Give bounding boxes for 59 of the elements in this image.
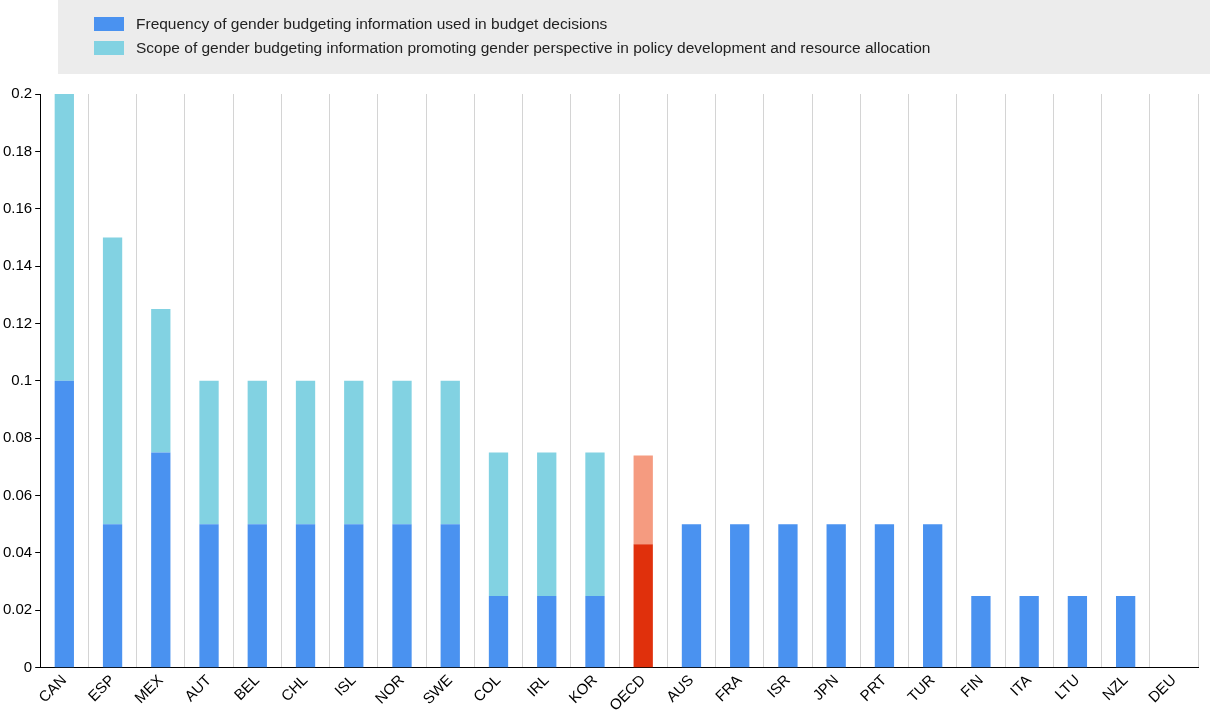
bar bbox=[633, 455, 653, 545]
bar bbox=[874, 524, 895, 668]
y-tick-label: 0.04 bbox=[2, 543, 33, 561]
y-tick-label: 0.08 bbox=[2, 428, 33, 446]
bar bbox=[199, 524, 219, 668]
legend-label: Frequency of gender budgeting information used in budget decisions bbox=[136, 15, 608, 33]
x-tick-label: TUR bbox=[903, 670, 938, 705]
bar bbox=[971, 595, 991, 668]
y-tick-label: 0.06 bbox=[2, 485, 33, 503]
x-tick-label: IRL bbox=[523, 671, 552, 700]
bar bbox=[826, 524, 846, 668]
x-tick-label: NZL bbox=[1098, 671, 1131, 704]
bar bbox=[440, 380, 460, 525]
x-tick-label: ISR bbox=[763, 670, 794, 701]
y-tick-label: 0.16 bbox=[2, 198, 33, 216]
bar bbox=[151, 309, 171, 453]
bar bbox=[54, 380, 74, 668]
bar bbox=[923, 524, 943, 668]
bar bbox=[633, 544, 653, 668]
bar bbox=[295, 524, 316, 668]
bar bbox=[102, 237, 123, 525]
bar bbox=[392, 524, 412, 668]
bar bbox=[537, 452, 557, 596]
bar bbox=[54, 94, 74, 381]
y-tick-label: 0.14 bbox=[2, 256, 33, 274]
x-tick-label: ISL bbox=[330, 671, 359, 699]
bar bbox=[247, 524, 267, 668]
bar bbox=[585, 595, 605, 668]
legend-label: Scope of gender budgeting information promoting gender perspective in policy development and resource allocation bbox=[136, 39, 931, 57]
x-tick-label: CHL bbox=[277, 671, 311, 705]
bar bbox=[247, 380, 267, 525]
bar bbox=[295, 380, 316, 525]
bar bbox=[488, 595, 509, 668]
bar bbox=[392, 380, 412, 525]
bar bbox=[344, 380, 364, 525]
x-tick-label: FIN bbox=[956, 671, 986, 701]
y-tick-label: 0.2 bbox=[11, 84, 33, 102]
bar bbox=[730, 524, 750, 668]
bar bbox=[1115, 595, 1136, 668]
x-tick-label: ITA bbox=[1006, 671, 1035, 699]
bar bbox=[681, 524, 702, 668]
y-tick-label: 0 bbox=[23, 657, 33, 675]
y-tick-label: 0.02 bbox=[2, 600, 33, 618]
bar bbox=[1067, 595, 1088, 668]
bar bbox=[344, 524, 364, 668]
bar bbox=[102, 524, 123, 668]
x-tick-label: COL bbox=[469, 671, 504, 705]
bar bbox=[585, 452, 605, 596]
bar bbox=[488, 452, 509, 596]
bar bbox=[1019, 595, 1039, 668]
y-tick-label: 0.12 bbox=[2, 313, 33, 331]
y-tick-label: 0.1 bbox=[11, 370, 33, 388]
y-tick-label: 0.18 bbox=[2, 141, 33, 159]
bar bbox=[151, 452, 171, 668]
bar bbox=[199, 380, 219, 525]
bar bbox=[440, 524, 460, 668]
x-tick-label: BEL bbox=[230, 671, 263, 704]
bar bbox=[778, 524, 798, 668]
bar bbox=[537, 595, 557, 668]
